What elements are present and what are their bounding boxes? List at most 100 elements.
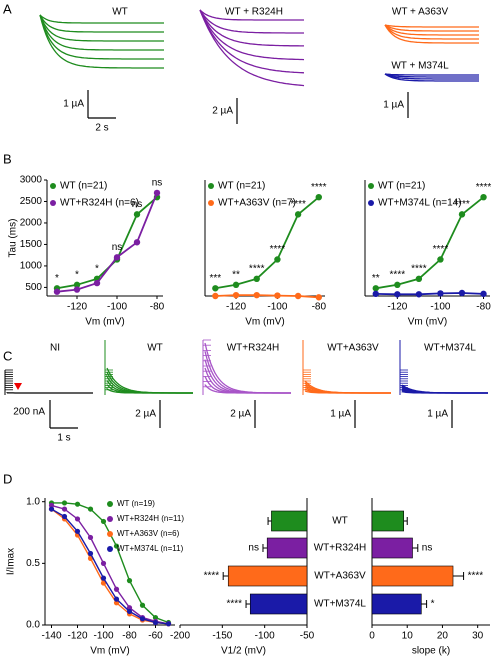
panel-label: A (3, 1, 12, 16)
data-point (74, 516, 81, 522)
series-line (51, 508, 169, 625)
x-tick-label: -80 (476, 302, 491, 313)
legend-label: WT+A363V (n=7) (218, 198, 296, 209)
data-point (458, 289, 466, 297)
significance-label: ns (152, 178, 163, 189)
scale-bar-label: 1 s (57, 433, 70, 444)
significance-label: **** (270, 244, 286, 255)
scale-bar-label: 1 µA (330, 409, 351, 420)
data-point (152, 615, 159, 621)
x-axis-label: Vm (mV) (85, 317, 124, 328)
data-point (87, 506, 94, 512)
scale-bar-label: 2 µA (135, 409, 156, 420)
tail-trace (304, 380, 391, 394)
x-tick-label: -100 (267, 302, 287, 313)
data-point (153, 189, 161, 197)
category-label: WT+M374L (314, 599, 366, 610)
scale-bar-label: 2 s (95, 123, 108, 134)
legend-marker (107, 546, 113, 552)
series-line (375, 292, 484, 296)
x-tick-label: -50 (300, 631, 315, 642)
scale-bar-label: 2 µA (230, 409, 251, 420)
y-tick-label: 1000 (20, 261, 43, 272)
trace-label: WT + R324H (225, 7, 283, 18)
legend-marker (368, 200, 374, 206)
data-point (100, 580, 107, 586)
bar (371, 593, 422, 615)
data-point (315, 294, 322, 301)
data-point (100, 560, 107, 566)
x-axis-label: Vm (mV) (90, 646, 129, 657)
data-point (74, 501, 81, 507)
significance-label: **** (411, 263, 427, 274)
data-point (394, 291, 401, 298)
x-tick-label: -80 (312, 302, 327, 313)
current-trace (199, 9, 304, 34)
current-trace (39, 14, 164, 24)
significance-label: * (55, 273, 59, 284)
bar (371, 565, 454, 587)
legend-label: WT+R324H (n=11) (117, 514, 184, 523)
data-point (61, 513, 68, 520)
x-tick-label: -120 (67, 302, 87, 313)
current-trace (199, 9, 305, 61)
x-tick-label: -120 (387, 302, 407, 313)
significance-label: * (95, 263, 99, 274)
trace-label: NI (50, 343, 60, 354)
data-point (415, 291, 423, 298)
x-tick-label: -120 (226, 302, 246, 313)
current-trace (199, 9, 305, 74)
current-trace (384, 73, 479, 80)
data-point (113, 596, 120, 602)
x-tick-label: -80 (122, 631, 137, 642)
x-tick-label: -200 (170, 631, 190, 642)
bar (249, 593, 308, 615)
data-point (232, 281, 240, 289)
significance-label: ns (132, 199, 143, 210)
scale-bar-label: 1 µA (427, 409, 448, 420)
data-point (480, 193, 487, 201)
significance-label: **** (454, 199, 470, 210)
y-tick-label: 1500 (20, 239, 43, 250)
significance-label: **** (476, 182, 492, 193)
significance-label: * (75, 269, 79, 280)
data-point (372, 285, 379, 292)
series-line (51, 508, 169, 625)
data-point (73, 286, 81, 293)
current-trace (39, 14, 164, 42)
trace-label: WT (147, 343, 163, 354)
significance-label: **** (311, 182, 327, 193)
data-point (48, 506, 55, 512)
data-point (73, 281, 81, 289)
data-point (100, 575, 107, 581)
x-tick-label: -100 (255, 631, 275, 642)
category-label: WT (332, 516, 348, 527)
significance-label: ns (422, 543, 433, 554)
data-point (165, 621, 172, 627)
data-point (437, 256, 444, 263)
current-trace (39, 14, 164, 51)
panel-label: B (3, 151, 12, 166)
legend-label: WT (n=19) (117, 499, 155, 508)
data-point (212, 285, 219, 292)
data-point (48, 502, 55, 508)
scale-bar-label: 1 µA (63, 99, 84, 110)
series-line (375, 196, 485, 290)
trace-label: WT+A363V (327, 343, 379, 354)
current-trace (199, 9, 304, 21)
data-point (253, 291, 260, 299)
legend-marker (208, 200, 214, 206)
data-point (87, 534, 94, 541)
significance-label: **** (226, 599, 242, 610)
x-axis-label: slope (k) (412, 646, 450, 657)
data-point (253, 275, 260, 283)
x-tick-label: -150 (212, 631, 232, 642)
x-tick-label: -120 (67, 631, 87, 642)
significance-label: ns (248, 543, 259, 554)
current-trace (39, 14, 164, 69)
category-label: WT+A363V (314, 571, 366, 582)
tail-trace (401, 384, 488, 394)
y-tick-label: 2000 (20, 218, 43, 229)
current-trace (384, 73, 479, 82)
